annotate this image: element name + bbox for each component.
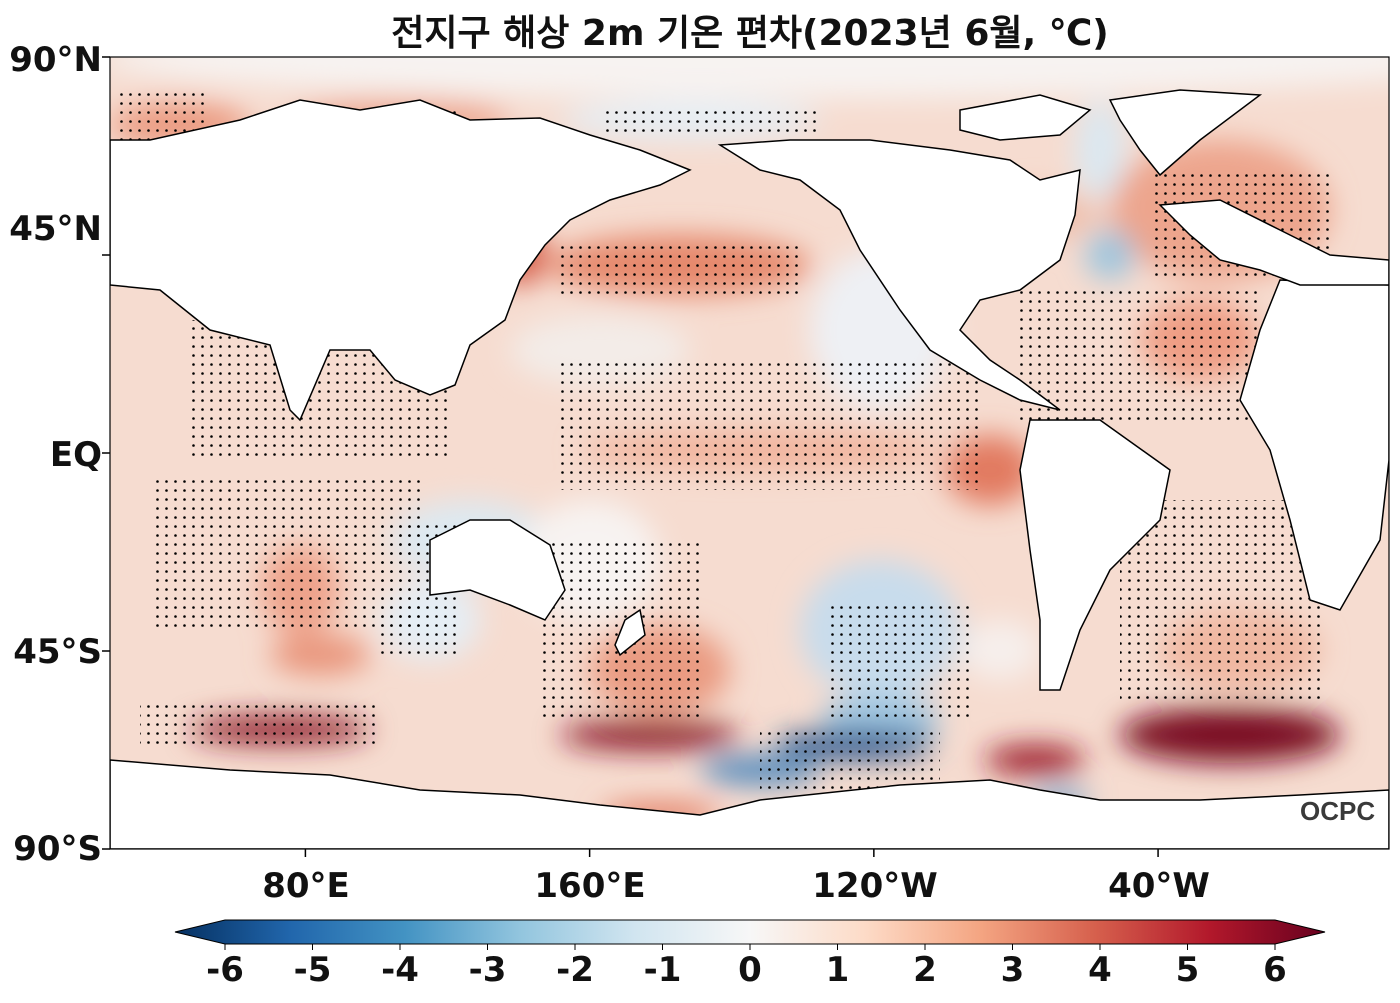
lat-label-90s: 90°S (13, 829, 102, 869)
colorbar-tick-label: 3 (1000, 950, 1025, 990)
colorbar-tick-label: -1 (643, 950, 682, 990)
colorbar (174, 919, 1326, 950)
arctic-islands (959, 94, 1092, 141)
colorbar-tick-label: -2 (556, 950, 594, 990)
new-zealand (614, 608, 646, 657)
lat-label-45s: 45°S (13, 632, 102, 672)
map-title: 전지구 해상 2m 기온 편차(2023년 6월, ℃) (391, 13, 1109, 54)
colorbar-tick-label: 4 (1088, 950, 1112, 990)
ocpc-logo: OCPC (1300, 796, 1376, 826)
south-america (1019, 419, 1171, 691)
colorbar-ticks (224, 944, 1276, 950)
map-plot-area (110, 57, 1389, 849)
lon-label-40w: 40°W (1108, 866, 1210, 906)
y-axis-ticks (102, 56, 110, 850)
lon-label-120w: 120°W (812, 866, 938, 906)
land-masses (110, 89, 1389, 849)
colorbar-tick-label: 2 (913, 950, 937, 990)
africa (1239, 279, 1389, 611)
lat-label-90n: 90°N (9, 40, 102, 80)
lat-label-eq: EQ (49, 435, 102, 475)
colorbar-tick-label: 1 (825, 950, 850, 990)
europe (1158, 199, 1389, 286)
lon-label-160e: 160°E (534, 866, 646, 906)
colorbar-tick-label: -4 (381, 950, 419, 990)
antarctica (110, 759, 1389, 849)
colorbar-tick-label: 5 (1175, 950, 1200, 990)
colorbar-tick-label: -5 (293, 950, 332, 990)
colorbar-tick-label: 0 (738, 950, 762, 990)
colorbar-tick-label: -6 (206, 950, 244, 990)
colorbar-body (174, 919, 1326, 945)
greenland (1108, 89, 1263, 177)
eurasia (110, 99, 692, 422)
north-america (717, 139, 1081, 411)
australia (429, 519, 566, 621)
lat-label-45n: 45°N (9, 209, 102, 249)
colorbar-tick-label: -3 (468, 950, 507, 990)
colorbar-tick-label: 6 (1263, 950, 1287, 990)
lon-label-80e: 80°E (262, 866, 350, 906)
x-axis-ticks (304, 849, 1159, 857)
